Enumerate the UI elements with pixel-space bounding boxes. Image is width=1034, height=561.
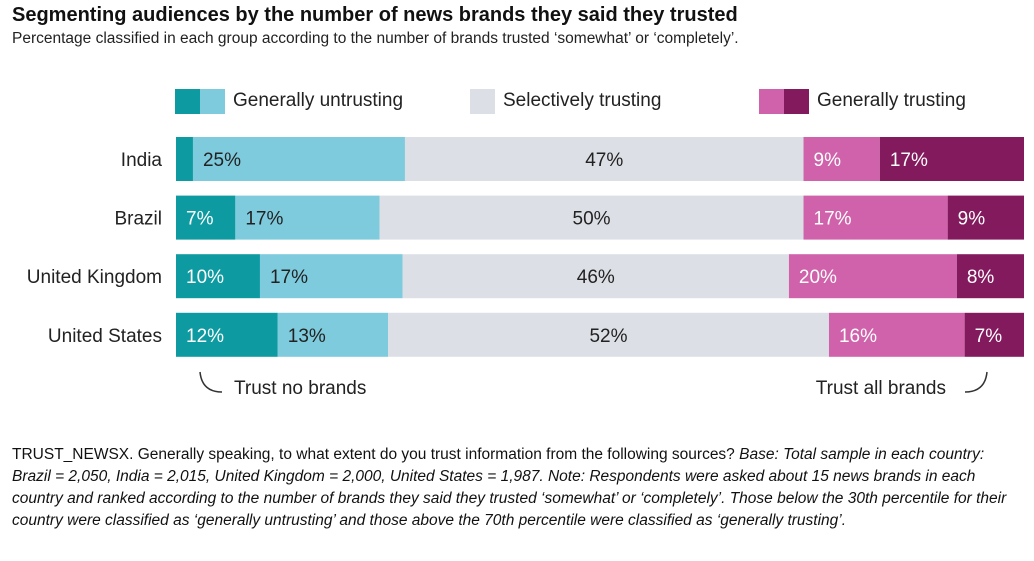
data-label: 7% [975,326,1003,347]
footnote: TRUST_NEWSX. Generally speaking, to what… [12,444,1027,532]
bar-segment [947,195,1024,240]
bar-segment [388,312,829,357]
footnote-rest: : Total sample in each country: Brazil =… [12,446,1007,529]
data-label: 7% [186,209,214,230]
data-label: 17% [270,267,308,288]
category-label: Brazil [114,209,162,230]
data-label: 10% [186,267,224,288]
bar-segment [192,137,405,181]
bar-segment [176,195,236,240]
category-label: United States [48,326,162,347]
category-label: India [121,150,163,171]
bars-group: India 25% 47% 9% 17% Brazil 7% 17% 50% 17% 9% Unite… [27,137,1024,357]
data-label: 17% [890,150,928,171]
data-label: 46% [577,267,615,288]
annotation-trust-all-brands: Trust all brands [816,378,946,399]
legend-label-selective: Selectively trusting [503,90,662,111]
data-label: 25% [203,150,241,171]
bar-segment [879,137,1024,181]
legend-swatch-trusting-light [759,88,784,114]
data-label: 9% [958,209,986,230]
data-label: 47% [585,150,623,171]
bar-segment [176,137,193,181]
footnote-question: Generally speaking, to what extent do yo… [133,446,740,463]
footnote-code: TRUST_NEWSX. [12,446,134,463]
legend-swatch-selective [470,88,495,114]
bar-segment [259,254,403,299]
legend-label-untrusting: Generally untrusting [233,90,404,111]
bar-segment [803,137,880,181]
bar-segment [176,312,278,357]
data-label: 52% [589,326,627,347]
footnote-base-label: Base [739,446,775,463]
bar-segment [277,312,388,357]
legend-swatch-trusting-dark [784,88,809,114]
bar-segment [176,254,260,299]
annotation-trust-no-brands: Trust no brands [234,378,366,399]
data-label: 13% [288,326,326,347]
bar-segment [788,254,957,299]
bar-segment [964,312,1024,357]
data-label: 12% [186,326,224,347]
data-label: 8% [967,267,995,288]
bar-segment [235,195,380,240]
bar-segment [956,254,1024,299]
bar-segment [803,195,948,240]
bar-segment [404,137,804,181]
data-label: 9% [814,150,842,171]
legend-trusting: Generally trusting [759,88,966,114]
data-label: 16% [839,326,877,347]
category-label: United Kingdom [27,267,162,288]
bar-segment [402,254,789,299]
data-label: 20% [799,267,837,288]
chart-title: Segmenting audiences by the number of ne… [12,4,738,26]
legend-selective: Selectively trusting [470,88,661,114]
trust-no-brands-bracket [199,371,223,393]
bar-segment [379,195,804,240]
data-label: 50% [573,209,611,230]
trust-all-brands-bracket [964,371,988,393]
legend-untrusting: Generally untrusting [175,88,403,114]
stacked-bar-chart: India 25% 47% 9% 17% Brazil 7% 17% 50% 17% 9% Unite… [27,137,1024,399]
legend-label-trusting: Generally trusting [817,90,966,111]
bar-segment [828,312,965,357]
legend-swatch-untrusting-light [200,88,225,114]
data-label: 17% [245,209,283,230]
data-label: 17% [814,209,852,230]
chart-subtitle: Percentage classified in each group acco… [12,30,739,47]
legend-swatch-untrusting-dark [175,88,200,114]
